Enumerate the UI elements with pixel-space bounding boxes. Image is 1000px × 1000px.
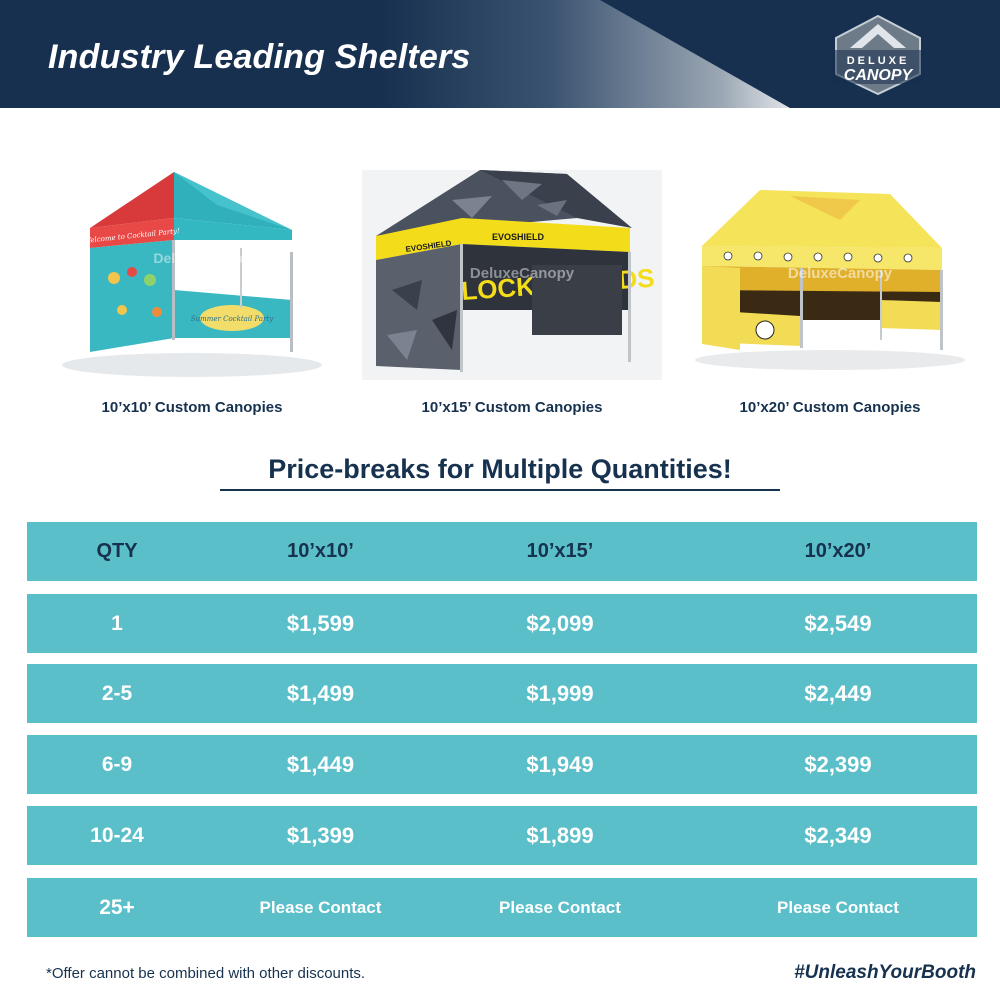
canopy2-banner-text-2: EVOSHIELD <box>492 232 545 242</box>
qty-cell: 1 <box>111 612 123 635</box>
product-10x15[interactable]: EVOSHIELD EVOSHIELD LOCK SHIELDS DeluxeC… <box>362 160 662 420</box>
price-cell: $1,999 <box>526 681 594 706</box>
header-10x20: 10’x20’ <box>804 540 872 562</box>
logo-text-top: DELUXE <box>847 55 910 67</box>
price-cell: $2,399 <box>804 752 872 777</box>
contact-cell: Please Contact <box>499 898 621 917</box>
qty-cell: 6-9 <box>101 753 133 776</box>
product-label[interactable]: 10’x10’ Custom Canopies <box>101 399 283 416</box>
table-row: 6-9 $1,449 $1,949 $2,399 <box>27 735 977 794</box>
price-cell: $2,349 <box>804 823 872 848</box>
table-row: 1 $1,599 $2,099 $2,549 <box>27 594 977 653</box>
qty-cell: 10-24 <box>90 824 144 847</box>
price-cell: $1,599 <box>286 611 355 636</box>
title-underline <box>220 489 780 491</box>
table-row: 25+ Please Contact Please Contact Please… <box>27 878 977 937</box>
canopy-10x20-image[interactable]: DeluxeCanopy <box>680 160 980 390</box>
page-title: Industry Leading Shelters <box>48 38 471 76</box>
header-banner: Industry Leading Shelters DELUXE CANOPY <box>0 0 1000 108</box>
canopy1-wall-text: Summer Cocktail Party <box>191 315 274 323</box>
table-row: 2-5 $1,499 $1,999 $2,449 <box>27 664 977 723</box>
table-header-row: QTY 10’x10’ 10’x15’ 10’x20’ <box>27 522 977 581</box>
price-cell: $2,549 <box>804 611 872 636</box>
product-label[interactable]: 10’x15’ Custom Canopies <box>421 399 603 416</box>
price-cell: $1,949 <box>526 752 594 777</box>
product-10x10[interactable]: Welcome to Cocktail Party! Summer Cockta… <box>42 160 342 420</box>
price-cell: $1,899 <box>526 823 594 848</box>
deluxe-canopy-logo[interactable]: DELUXE CANOPY <box>828 12 928 96</box>
contact-cell: Please Contact <box>259 898 382 917</box>
header-dark-corner <box>600 0 1000 108</box>
qty-cell: 2-5 <box>101 682 133 705</box>
header-10x10: 10’x10’ <box>287 540 354 562</box>
watermark: DeluxeCanopy <box>788 265 893 282</box>
hashtag[interactable]: #UnleashYourBooth <box>794 962 976 983</box>
price-cell: $2,449 <box>804 681 872 706</box>
product-label[interactable]: 10’x20’ Custom Canopies <box>739 399 921 416</box>
offer-disclaimer: *Offer cannot be combined with other dis… <box>46 965 366 982</box>
price-cell: $1,499 <box>286 681 355 706</box>
table-row: 10-24 $1,399 $1,899 $2,349 <box>27 806 977 865</box>
header-10x15: 10’x15’ <box>526 540 594 562</box>
logo-text-bottom: CANOPY <box>844 67 914 84</box>
qty-cell: 25+ <box>99 896 135 919</box>
price-cell: $1,449 <box>286 752 355 777</box>
watermark: DeluxeCanopy <box>470 265 575 282</box>
watermark: DeluxeCanopy <box>153 250 250 266</box>
product-10x20[interactable]: DeluxeCanopy 10’x20’ Custom Canopies <box>680 160 980 420</box>
price-breaks-title: Price-breaks for Multiple Quantities! <box>268 454 732 484</box>
header-qty: QTY <box>96 540 138 562</box>
contact-cell: Please Contact <box>777 898 899 917</box>
price-cell: $2,099 <box>526 611 594 636</box>
price-cell: $1,399 <box>286 823 355 848</box>
canopy-10x15-image[interactable]: EVOSHIELD EVOSHIELD LOCK SHIELDS DeluxeC… <box>362 160 662 390</box>
canopy-10x10-image[interactable]: Welcome to Cocktail Party! Summer Cockta… <box>42 160 342 390</box>
